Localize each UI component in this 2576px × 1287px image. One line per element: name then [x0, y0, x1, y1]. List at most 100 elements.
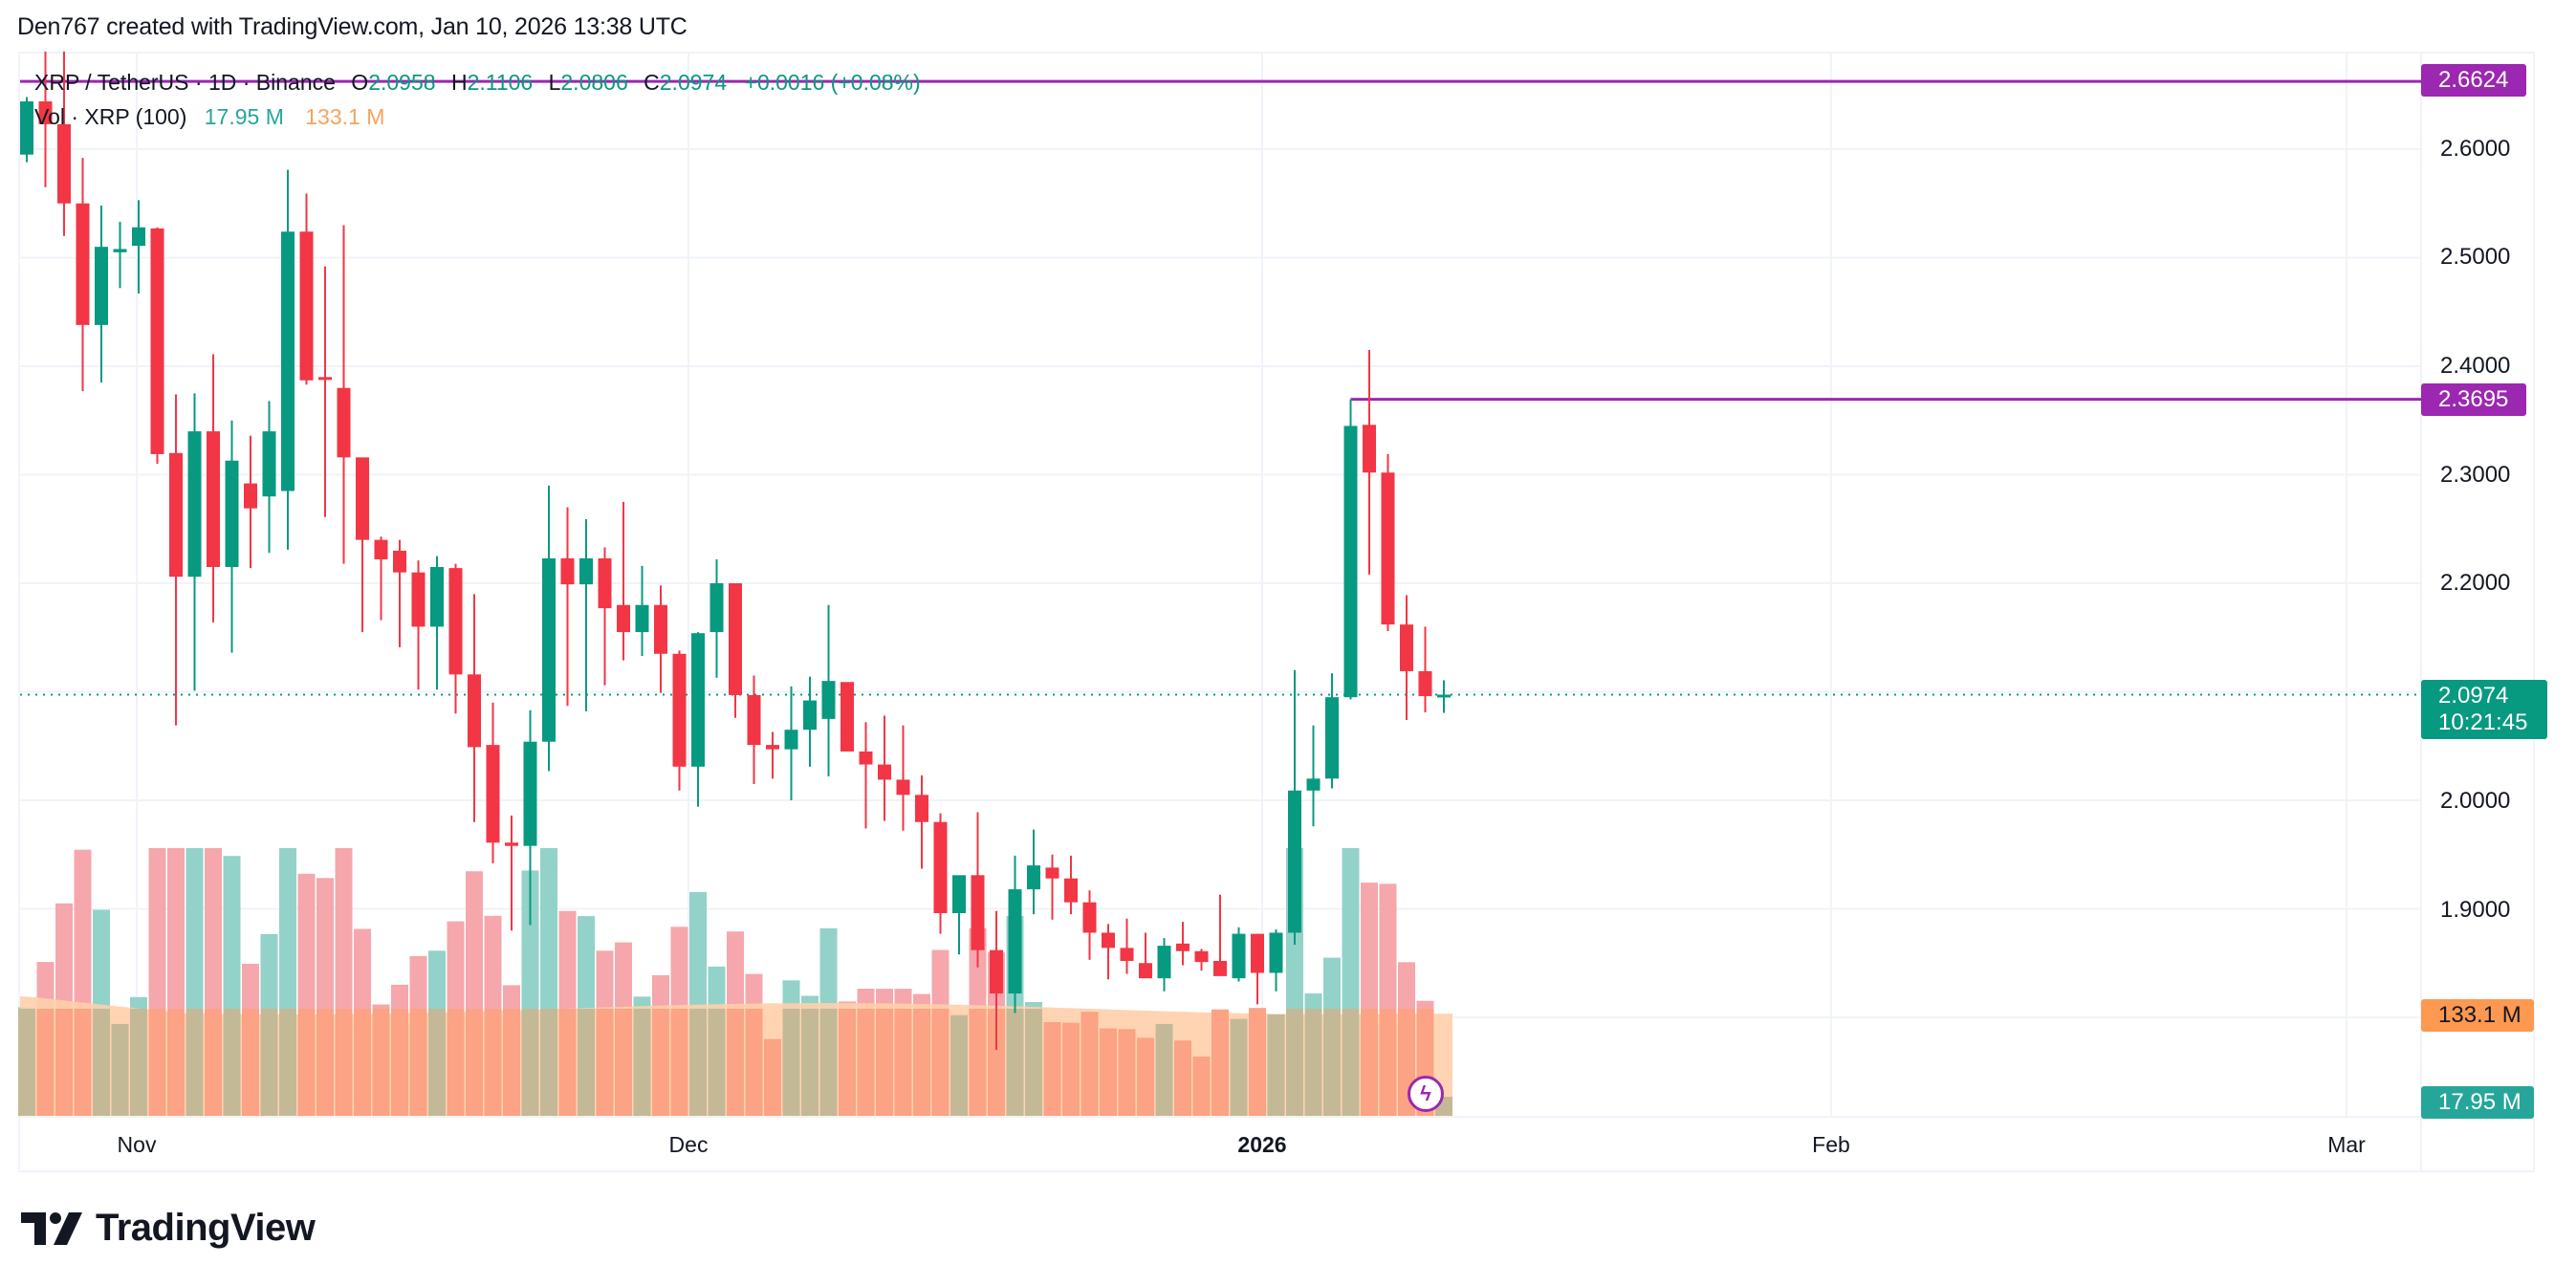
candle-body	[915, 795, 928, 822]
candle-body	[1194, 950, 1209, 963]
volume-bar	[297, 873, 316, 1009]
candle-body	[150, 228, 164, 454]
legend-change: +0.0016 (+0.08%)	[744, 70, 921, 95]
volume-bar	[1155, 1023, 1173, 1116]
candle-body	[262, 431, 276, 497]
volume-bar	[428, 1009, 446, 1116]
lightning-icon[interactable]: ϟ	[1408, 1076, 1444, 1112]
candle-body	[598, 557, 612, 609]
candle-body	[244, 483, 257, 509]
volume-bar	[913, 1009, 930, 1116]
volume-bar	[93, 909, 110, 1009]
volume-bar	[819, 1009, 838, 1116]
candle-body	[1139, 963, 1152, 979]
legend-symbol[interactable]: XRP / TetherUS · 1D · Binance	[34, 70, 336, 95]
volume-bar	[484, 1009, 502, 1116]
volume-bar	[503, 1009, 520, 1116]
volume-bar	[223, 856, 241, 1009]
time-label-feb: Feb	[1812, 1132, 1850, 1157]
volume-bar	[540, 848, 557, 1009]
volume-bar	[260, 934, 278, 1009]
candle-body	[1269, 932, 1283, 973]
volume-bar	[558, 1009, 577, 1116]
candle-body	[1418, 670, 1432, 697]
candle-body	[1008, 889, 1022, 994]
volume-bar	[93, 1009, 110, 1116]
candle-body	[187, 431, 202, 578]
volume-bar	[1006, 1009, 1024, 1116]
volume-bar	[578, 916, 595, 1009]
candle-body	[468, 674, 481, 748]
volume-bar	[205, 1009, 222, 1116]
volume-bar	[839, 1009, 856, 1116]
last-price-value: 2.0974	[2438, 683, 2509, 709]
candle-body	[38, 101, 53, 124]
candle-body	[560, 557, 575, 585]
legend-high: 2.1106	[467, 70, 534, 95]
candle-body	[821, 681, 836, 719]
candle-body	[617, 604, 630, 633]
candle-body	[76, 203, 90, 325]
volume-bar	[596, 950, 614, 1009]
volume-bar	[148, 1009, 166, 1116]
volume-bar	[409, 955, 427, 1009]
volume-bar	[242, 1009, 259, 1116]
candle-body	[878, 764, 891, 780]
volume-bar	[1043, 1022, 1061, 1116]
chart-credit: Den767 created with TradingView.com, Jan…	[17, 13, 688, 40]
candle-body	[374, 539, 388, 560]
legend-low-label: L	[548, 70, 561, 95]
candle-body	[430, 566, 444, 627]
volume-bar	[1267, 1014, 1285, 1116]
legend-volume-label[interactable]: Vol · XRP (100)	[34, 104, 187, 129]
horizontal-line-price-tag[interactable]: 2.3695	[2421, 383, 2526, 416]
candle-body	[1157, 946, 1171, 979]
volume-bar	[297, 1009, 316, 1116]
volume-bar	[1379, 1009, 1397, 1116]
volume-bar	[372, 1009, 390, 1116]
volume-bar	[503, 985, 520, 1009]
candle-body	[1343, 425, 1358, 698]
volume-bar	[782, 1009, 800, 1116]
candle-body	[318, 377, 332, 381]
volume-bar	[894, 1009, 912, 1116]
candle-body	[225, 460, 239, 567]
volume-bar	[18, 1009, 35, 1116]
candle-body	[1082, 902, 1097, 933]
candle-body	[337, 387, 351, 458]
volume-bar	[447, 1009, 465, 1116]
candle-body	[523, 741, 537, 846]
volume-bar	[1342, 848, 1360, 1009]
legend-volume-row: Vol · XRP (100) 17.95 M 133.1 M	[34, 99, 921, 134]
candle-body	[132, 227, 145, 247]
candle-body	[933, 821, 948, 914]
candle-body	[1102, 932, 1115, 949]
volume-bar	[1137, 1037, 1154, 1116]
candle-body	[1064, 878, 1078, 903]
volume-bar	[317, 1009, 334, 1116]
horizontal-line-price-tag[interactable]: 2.6624	[2421, 64, 2526, 97]
volume-bar	[1286, 1009, 1303, 1116]
volume-bar	[428, 950, 446, 1009]
volume-bar	[558, 910, 577, 1009]
candle-body	[207, 431, 220, 567]
volume-bar	[578, 1009, 595, 1116]
volume-bar	[1361, 883, 1378, 1009]
candle-body	[1027, 865, 1040, 890]
candle-body	[1288, 790, 1301, 933]
tradingview-logo[interactable]: TradingView	[21, 1207, 316, 1250]
candle-body	[990, 949, 1003, 994]
volume-bar	[1100, 1028, 1117, 1116]
volume-bar	[1174, 1040, 1191, 1116]
volume-bar	[279, 848, 296, 1009]
volume-bar	[111, 1023, 129, 1116]
volume-bar	[354, 1009, 371, 1116]
time-label-dec: Dec	[668, 1132, 709, 1157]
volume-bar	[1192, 1057, 1211, 1116]
candle-body	[393, 550, 406, 573]
volume-bar	[931, 949, 950, 1009]
volume-bar	[521, 870, 539, 1009]
volume-bar	[1323, 1009, 1341, 1116]
volume-bar	[409, 1009, 427, 1116]
